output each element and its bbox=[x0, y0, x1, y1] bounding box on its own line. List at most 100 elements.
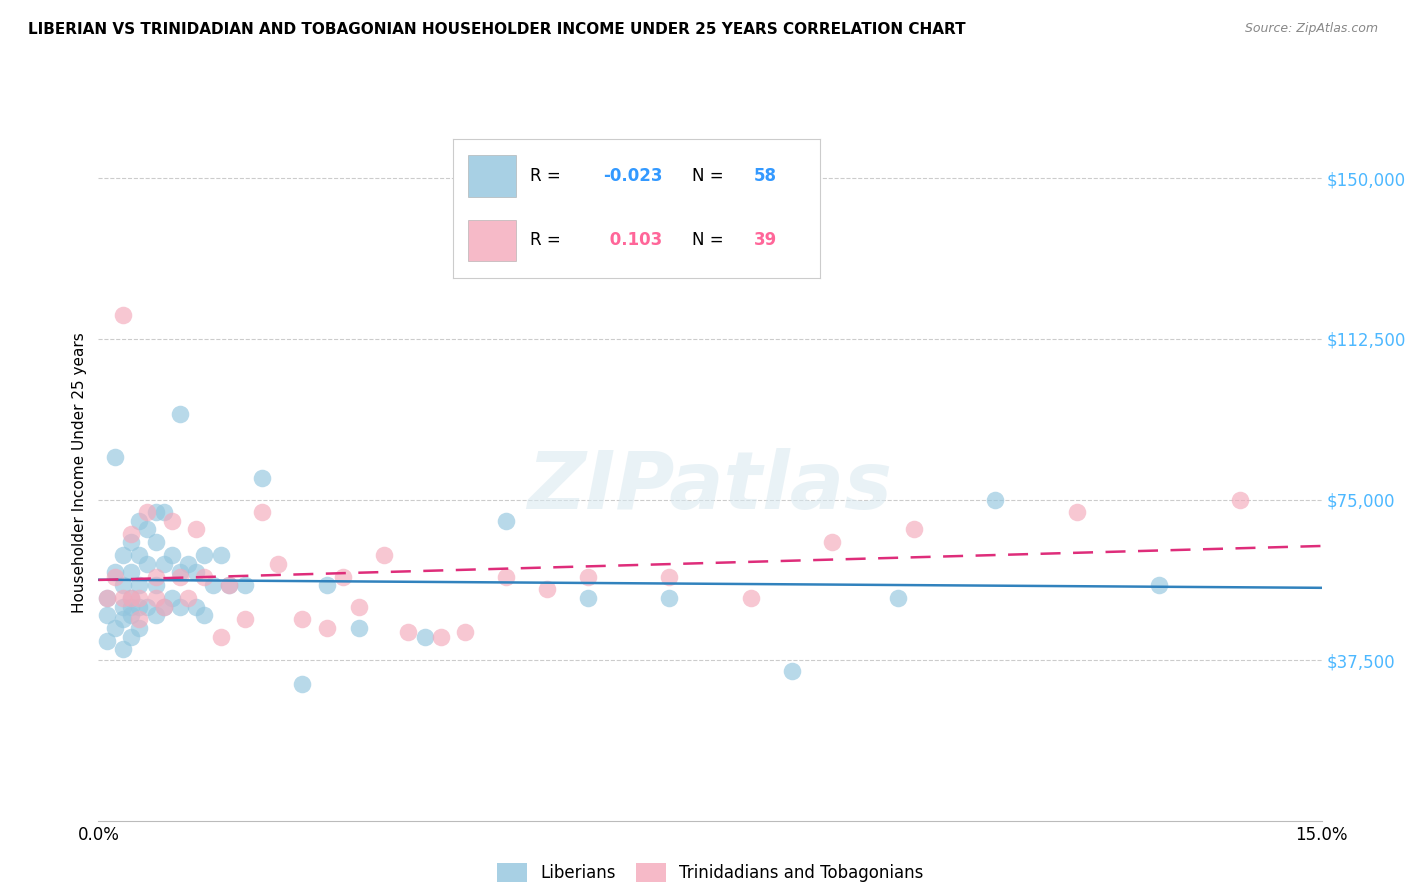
Point bbox=[193, 608, 215, 623]
Point bbox=[96, 591, 118, 605]
Point bbox=[104, 450, 127, 464]
Point bbox=[1066, 505, 1088, 519]
Point bbox=[821, 535, 844, 549]
Point bbox=[136, 557, 159, 571]
Point bbox=[128, 621, 150, 635]
Point bbox=[413, 630, 436, 644]
Point bbox=[349, 599, 371, 614]
Point bbox=[160, 548, 183, 562]
Point bbox=[576, 569, 599, 583]
Point bbox=[145, 578, 167, 592]
Point bbox=[315, 578, 337, 592]
Point bbox=[96, 608, 118, 623]
Point bbox=[111, 309, 134, 323]
Point bbox=[193, 569, 215, 583]
Point bbox=[218, 578, 240, 592]
Legend: Liberians, Trinidadians and Tobagonians: Liberians, Trinidadians and Tobagonians bbox=[491, 856, 929, 888]
Point bbox=[128, 591, 150, 605]
Point bbox=[136, 523, 159, 537]
Point bbox=[152, 557, 174, 571]
Point bbox=[315, 621, 337, 635]
Point bbox=[1147, 578, 1170, 592]
Text: LIBERIAN VS TRINIDADIAN AND TOBAGONIAN HOUSEHOLDER INCOME UNDER 25 YEARS CORRELA: LIBERIAN VS TRINIDADIAN AND TOBAGONIAN H… bbox=[28, 22, 966, 37]
Point bbox=[111, 578, 134, 592]
Point bbox=[177, 557, 200, 571]
Point bbox=[536, 582, 558, 597]
Point bbox=[111, 599, 134, 614]
Point bbox=[152, 505, 174, 519]
Point bbox=[1229, 492, 1251, 507]
Point bbox=[169, 599, 191, 614]
Point bbox=[120, 566, 142, 580]
Point bbox=[136, 599, 159, 614]
Point bbox=[120, 535, 142, 549]
Point bbox=[984, 492, 1007, 507]
Point bbox=[152, 599, 174, 614]
Point bbox=[250, 471, 273, 485]
Point bbox=[111, 591, 134, 605]
Point bbox=[495, 569, 517, 583]
Point bbox=[233, 578, 256, 592]
Point bbox=[658, 569, 681, 583]
Point bbox=[349, 621, 371, 635]
Point bbox=[740, 591, 762, 605]
Point bbox=[145, 591, 167, 605]
Point bbox=[145, 535, 167, 549]
Text: Source: ZipAtlas.com: Source: ZipAtlas.com bbox=[1244, 22, 1378, 36]
Text: ZIPatlas: ZIPatlas bbox=[527, 448, 893, 525]
Point bbox=[576, 591, 599, 605]
Point bbox=[160, 514, 183, 528]
Point bbox=[169, 566, 191, 580]
Point bbox=[267, 557, 290, 571]
Point bbox=[373, 548, 395, 562]
Point bbox=[193, 548, 215, 562]
Point bbox=[120, 608, 142, 623]
Point bbox=[495, 514, 517, 528]
Point bbox=[209, 630, 232, 644]
Point bbox=[120, 526, 142, 541]
Point bbox=[128, 612, 150, 626]
Point bbox=[177, 591, 200, 605]
Point bbox=[886, 591, 908, 605]
Point bbox=[120, 630, 142, 644]
Point bbox=[145, 608, 167, 623]
Point bbox=[291, 612, 314, 626]
Point bbox=[104, 566, 127, 580]
Point bbox=[218, 578, 240, 592]
Point bbox=[152, 599, 174, 614]
Point bbox=[209, 548, 232, 562]
Point bbox=[120, 591, 142, 605]
Point bbox=[104, 621, 127, 635]
Point bbox=[128, 514, 150, 528]
Y-axis label: Householder Income Under 25 years: Householder Income Under 25 years bbox=[72, 333, 87, 613]
Point bbox=[160, 591, 183, 605]
Point bbox=[250, 505, 273, 519]
Point bbox=[128, 578, 150, 592]
Point bbox=[169, 407, 191, 421]
Point bbox=[96, 633, 118, 648]
Point bbox=[903, 523, 925, 537]
Point bbox=[186, 566, 208, 580]
Point bbox=[120, 591, 142, 605]
Point bbox=[128, 548, 150, 562]
Point bbox=[186, 599, 208, 614]
Point bbox=[128, 599, 150, 614]
Point bbox=[111, 612, 134, 626]
Point bbox=[454, 625, 477, 640]
Point bbox=[169, 569, 191, 583]
Point bbox=[780, 664, 803, 678]
Point bbox=[111, 642, 134, 657]
Point bbox=[201, 578, 224, 592]
Point bbox=[332, 569, 354, 583]
Point bbox=[111, 548, 134, 562]
Point bbox=[96, 591, 118, 605]
Point bbox=[145, 505, 167, 519]
Point bbox=[186, 523, 208, 537]
Point bbox=[233, 612, 256, 626]
Point bbox=[104, 569, 127, 583]
Point bbox=[658, 591, 681, 605]
Point bbox=[430, 630, 453, 644]
Point bbox=[396, 625, 419, 640]
Point bbox=[120, 599, 142, 614]
Point bbox=[145, 569, 167, 583]
